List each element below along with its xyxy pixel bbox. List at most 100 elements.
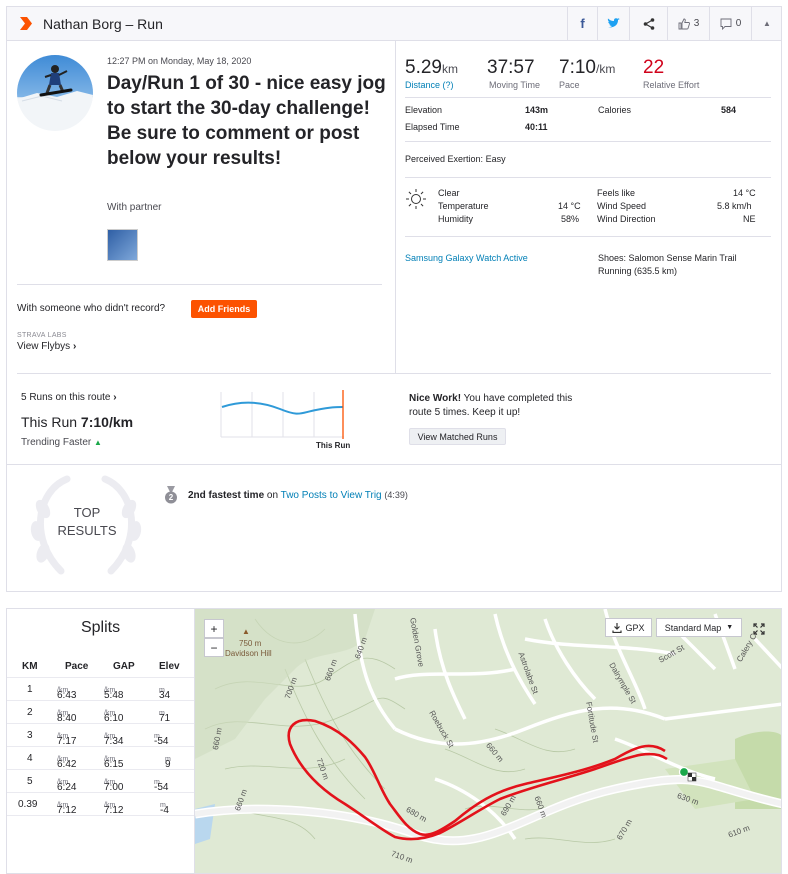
medal-rank: 2 bbox=[168, 493, 174, 502]
map-type-label: Standard Map bbox=[664, 622, 722, 633]
perceived-exertion: Perceived Exertion: Easy bbox=[405, 154, 506, 164]
wind-speed-value: 5.8 km/h bbox=[717, 201, 752, 211]
gpx-download-button[interactable]: GPX bbox=[605, 618, 652, 637]
zoom-out-button[interactable]: − bbox=[204, 638, 224, 657]
calories-value: 584 bbox=[721, 105, 737, 115]
pace-value: 7:10/km bbox=[559, 57, 616, 78]
facebook-share-button[interactable]: f bbox=[567, 7, 597, 40]
wind-direction-value: NE bbox=[743, 214, 756, 224]
temperature-value: 14 °C bbox=[558, 201, 581, 211]
kudos-count: 3 bbox=[693, 18, 700, 29]
laurel-wreath-icon bbox=[30, 475, 142, 575]
page-title: Nathan Borg – Run bbox=[43, 16, 163, 32]
splits-header-km: KM bbox=[22, 661, 38, 672]
temperature-label: Temperature bbox=[438, 201, 489, 211]
add-friends-button[interactable]: Add Friends bbox=[191, 300, 257, 318]
table-row: 4 6:42 /km 6:15 /km 9 m bbox=[7, 746, 195, 770]
comments-button[interactable]: 0 bbox=[709, 7, 751, 40]
table-row: 3 7:17 /km 7:34 /km -54 m bbox=[7, 723, 195, 747]
segment-link[interactable]: Two Posts to View Trig bbox=[280, 490, 382, 501]
distance-value: 5.29km bbox=[405, 57, 458, 78]
no-record-prompt: With someone who didn't record? bbox=[17, 303, 166, 314]
peak-icon: ▲ bbox=[242, 627, 250, 636]
comment-icon bbox=[720, 18, 732, 30]
distance-label-link[interactable]: Distance (?) bbox=[405, 80, 454, 90]
snowboarder-photo bbox=[17, 65, 93, 131]
twitter-icon bbox=[607, 17, 620, 27]
divider bbox=[17, 284, 382, 285]
collapse-button[interactable]: ▲ bbox=[751, 7, 782, 40]
splits-table: Splits KM Pace GAP Elev 1 6:43 /km 5:48 … bbox=[6, 608, 195, 874]
wind-speed-label: Wind Speed bbox=[597, 201, 647, 211]
route-finish-marker bbox=[687, 772, 697, 782]
expand-icon bbox=[753, 622, 765, 635]
table-row: 5 6:24 /km 7:00 /km -54 m bbox=[7, 769, 195, 793]
device-link[interactable]: Samsung Galaxy Watch Active bbox=[405, 253, 528, 263]
divider bbox=[7, 464, 781, 465]
activity-photo-thumbnail[interactable] bbox=[107, 229, 138, 261]
shoes-line-2: Running (635.5 km) bbox=[598, 266, 678, 276]
view-matched-runs-button[interactable]: View Matched Runs bbox=[409, 428, 506, 445]
view-flybys-link[interactable]: View Flybys › bbox=[17, 341, 76, 352]
elevation-label: Elevation bbox=[405, 105, 443, 115]
download-icon bbox=[612, 622, 623, 633]
runs-on-route-label: 5 Runs on this route bbox=[21, 392, 111, 403]
divider bbox=[17, 373, 771, 374]
kudos-button[interactable]: 3 bbox=[667, 7, 709, 40]
peak-name: Davidson Hill bbox=[225, 649, 272, 658]
this-run-chart-label: This Run bbox=[316, 441, 351, 450]
share-icon bbox=[643, 17, 654, 30]
moving-time-label: Moving Time bbox=[489, 80, 541, 90]
peak-elevation: 750 m bbox=[239, 639, 262, 648]
calories-label: Calories bbox=[598, 105, 632, 115]
this-run-pace: This Run 7:10/km bbox=[21, 414, 134, 430]
twitter-share-button[interactable] bbox=[597, 7, 629, 40]
chevron-right-icon: › bbox=[113, 392, 117, 403]
achievement-text: 2nd fastest time on Two Posts to View Tr… bbox=[188, 490, 408, 501]
caret-up-icon: ▲ bbox=[763, 19, 771, 28]
map-type-select[interactable]: Standard Map ▼ bbox=[656, 618, 742, 637]
moving-time-value: 37:57 bbox=[487, 57, 535, 78]
table-row: 2 8:40 /km 6:10 /km 71 m bbox=[7, 700, 195, 724]
strava-labs-label: STRAVA LABS bbox=[17, 332, 67, 339]
table-row: 1 6:43 /km 5:48 /km 34 m bbox=[7, 677, 195, 701]
facebook-icon: f bbox=[580, 16, 585, 31]
athlete-avatar[interactable] bbox=[17, 55, 93, 131]
trend-label: Trending Faster ▲ bbox=[21, 437, 102, 448]
activity-title: Day/Run 1 of 30 - nice easy jog to start… bbox=[107, 73, 386, 169]
sun-icon bbox=[406, 189, 426, 209]
column-divider bbox=[395, 41, 396, 373]
top-results-heading: TOP RESULTS bbox=[57, 505, 117, 538]
share-button[interactable] bbox=[629, 7, 667, 40]
with-partner-label: With partner bbox=[107, 202, 162, 213]
pace-label: Pace bbox=[559, 80, 580, 90]
comment-count: 0 bbox=[735, 18, 742, 29]
humidity-label: Humidity bbox=[438, 214, 474, 224]
route-pace-chart bbox=[220, 390, 344, 439]
route-map[interactable]: Golden Grove Astrolabe St Fortitude St D… bbox=[194, 608, 782, 874]
divider bbox=[405, 236, 771, 237]
chevron-right-icon: › bbox=[72, 341, 77, 352]
splits-header-pace: Pace bbox=[65, 661, 89, 672]
zoom-in-button[interactable]: + bbox=[204, 619, 224, 638]
chevron-right-icon bbox=[20, 17, 32, 30]
activity-card: Nathan Borg – Run f 3 0 ▲ bbox=[6, 6, 782, 592]
relative-effort-label: Relative Effort bbox=[643, 80, 700, 90]
divider bbox=[405, 141, 771, 142]
map-canvas bbox=[195, 609, 781, 846]
runs-on-route-link[interactable]: 5 Runs on this route › bbox=[21, 392, 117, 403]
elapsed-time-label: Elapsed Time bbox=[405, 122, 460, 132]
elapsed-time-value: 40:11 bbox=[525, 122, 548, 132]
wind-direction-label: Wind Direction bbox=[597, 214, 656, 224]
humidity-value: 58% bbox=[561, 214, 580, 224]
route-start-marker bbox=[678, 766, 690, 778]
pace-trend-line bbox=[221, 401, 344, 415]
elevation-value: 143m bbox=[525, 105, 549, 115]
divider bbox=[7, 815, 195, 816]
route-congrats: Nice Work! You have completed this route… bbox=[409, 393, 573, 418]
triangle-up-icon: ▲ bbox=[94, 438, 102, 447]
divider bbox=[405, 97, 771, 98]
activity-datetime: 12:27 PM on Monday, May 18, 2020 bbox=[107, 56, 252, 66]
divider bbox=[405, 177, 771, 178]
fullscreen-button[interactable] bbox=[749, 619, 769, 638]
